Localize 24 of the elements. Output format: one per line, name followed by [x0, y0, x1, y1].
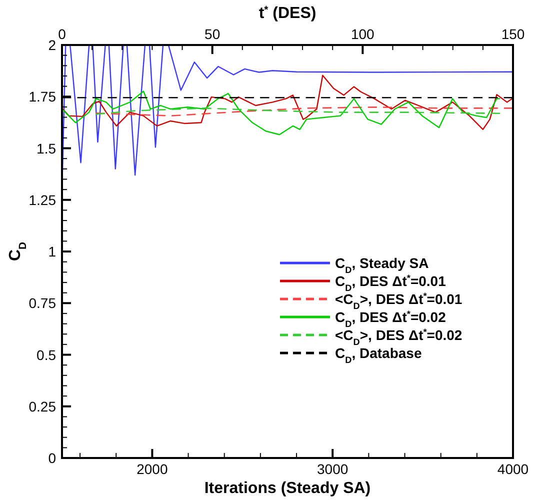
legend-label: C$_{D}$, DES Δt$^{*}$=0.02	[335, 309, 446, 329]
legend-label: C$_{D}$, Database	[335, 345, 422, 365]
y-tick-label: 1.25	[28, 192, 56, 208]
legend-label: C$_{D}$, Steady SA	[335, 255, 429, 275]
x-axis-title: Iterations (Steady SA)	[204, 480, 371, 497]
x-tick-label: 2000	[136, 461, 168, 477]
x2-tick-label: 150	[501, 26, 525, 42]
y-tick-label: 0.75	[28, 295, 56, 312]
x2-axis-title: t$^{*}$ (DES)	[258, 4, 316, 22]
y-tick-label: 2	[48, 37, 56, 53]
x-tick-label: 4000	[497, 461, 529, 477]
x2-tick-label: 50	[204, 26, 220, 42]
y-tick-label: 1.75	[28, 88, 56, 105]
x2-tick-label: 0	[58, 26, 66, 42]
y-tick-label: 0	[48, 450, 56, 466]
x-tick-label: 3000	[317, 461, 348, 477]
y-tick-label: 0.25	[28, 398, 56, 414]
x2-tick-label: 100	[350, 26, 375, 42]
y-tick-label: 0.5	[36, 346, 56, 363]
y-tick-label: 1	[48, 244, 56, 260]
legend-label: <C$_{D}$>, DES Δt$^{*}$=0.02	[335, 327, 462, 347]
y-tick-label: 1.5	[36, 140, 56, 156]
legend-label: C$_{D}$, DES Δt$^{*}$=0.01	[335, 273, 446, 293]
legend-label: <C$_{D}$>, DES Δt$^{*}$=0.01	[335, 291, 462, 311]
